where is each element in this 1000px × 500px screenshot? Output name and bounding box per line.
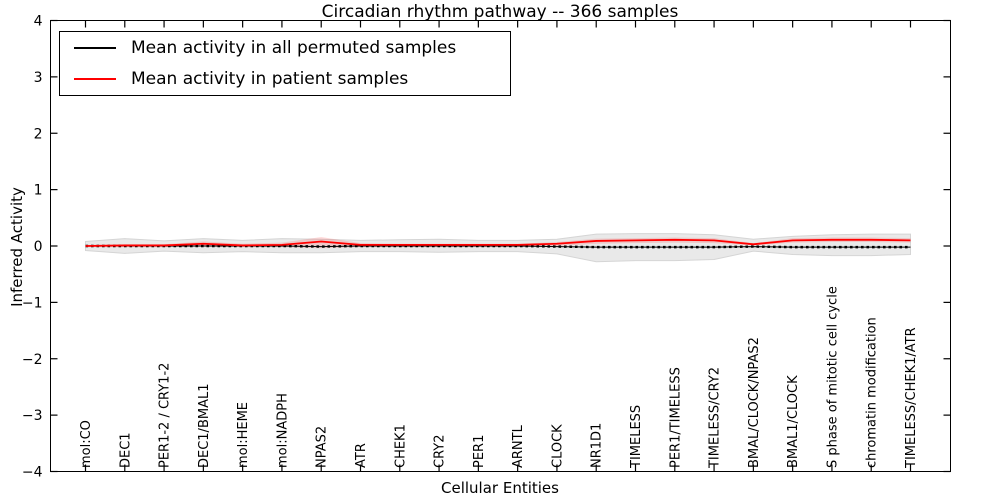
- x-tick-label: PER1/TIMELESS: [668, 367, 683, 468]
- x-tick-label: DEC1/BMAL1: [197, 384, 212, 469]
- x-tick-label: TIMELESS: [629, 405, 644, 469]
- x-tick-label: DEC1: [118, 432, 133, 468]
- x-tick-label: mol:NADPH: [275, 393, 290, 468]
- x-tick-label: ATR: [354, 443, 369, 468]
- y-tick-label: 0: [34, 239, 43, 255]
- x-tick-label: PER1-2 / CRY1-2: [158, 363, 173, 468]
- y-tick-label: 1: [34, 183, 43, 199]
- y-tick-label: −4: [22, 465, 43, 481]
- x-tick-label: ARNTL: [511, 424, 526, 468]
- x-tick-label: PER1: [472, 435, 487, 468]
- y-axis-title: Inferred Activity: [8, 187, 26, 307]
- permuted-range-band: [85, 233, 911, 263]
- legend-label-permuted: Mean activity in all permuted samples: [131, 38, 457, 59]
- x-tick-label: TIMELESS/CHEK1/ATR: [904, 327, 919, 469]
- legend-label-patient: Mean activity in patient samples: [131, 68, 409, 89]
- y-tick-label: 3: [34, 70, 43, 86]
- patient-line-swatch: [74, 77, 116, 80]
- x-tick-label: CHEK1: [393, 424, 408, 468]
- x-tick-label: NR1D1: [590, 423, 605, 468]
- y-tick-label: 2: [34, 126, 43, 142]
- x-tick-label: NPAS2: [315, 426, 330, 468]
- x-axis-title: Cellular Entities: [441, 479, 559, 497]
- legend-entry-patient: Mean activity in patient samples: [60, 65, 510, 93]
- y-tick-label: 4: [34, 14, 43, 30]
- y-tick-label: −3: [22, 408, 43, 424]
- patient-mean-line: [85, 238, 911, 247]
- y-tick-label: −2: [22, 352, 43, 368]
- legend: Mean activity in all permuted samples Me…: [59, 31, 511, 96]
- x-tick-label: S phase of mitotic cell cycle: [825, 286, 840, 468]
- x-tick-label: CRY2: [433, 435, 448, 469]
- legend-entry-permuted: Mean activity in all permuted samples: [60, 34, 510, 62]
- x-tick-label: chromatin modification: [865, 317, 880, 468]
- permuted-line-swatch: [74, 47, 116, 50]
- y-tick-label: −1: [22, 295, 43, 311]
- x-tick-label: BMAL1/CLOCK: [786, 375, 801, 468]
- x-tick-label: mol:CO: [79, 420, 94, 468]
- x-tick-label: TIMELESS/CRY2: [708, 367, 723, 469]
- x-tick-label: BMAL/CLOCK/NPAS2: [747, 337, 762, 468]
- x-tick-label: CLOCK: [550, 424, 565, 468]
- x-tick-label: mol:HEME: [236, 402, 251, 468]
- permuted-mean-line-dashes: [85, 244, 911, 249]
- chart-title: Circadian rhythm pathway -- 366 samples: [321, 2, 679, 22]
